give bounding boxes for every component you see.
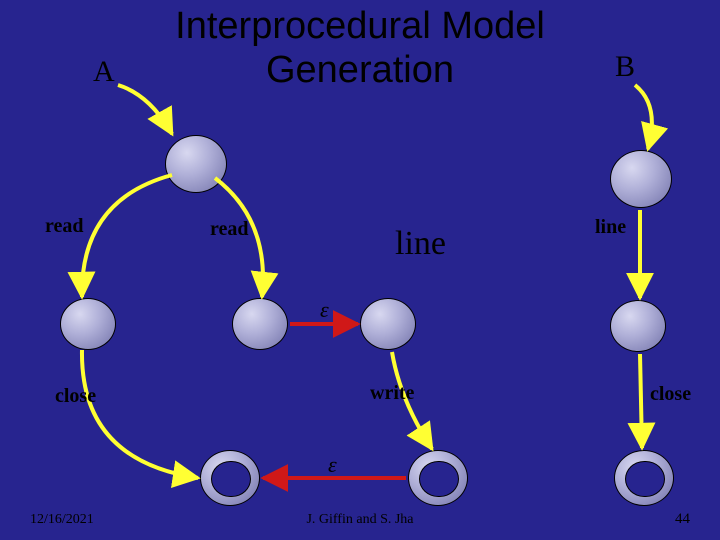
node-A-left-mid <box>60 298 116 350</box>
edge-close-1: close <box>55 385 96 408</box>
procedure-A-label: A <box>93 55 115 89</box>
edge-read-1: read <box>45 215 84 238</box>
node-B-mid <box>610 300 666 352</box>
edge-close-2: close <box>650 383 691 406</box>
edge-write: write <box>370 382 414 405</box>
node-A-top <box>165 135 227 193</box>
node-A-right-mid <box>360 298 416 350</box>
goal-B <box>614 450 674 506</box>
edge-line-small: line <box>595 216 626 239</box>
edge-epsilon-2: ε <box>328 452 337 478</box>
goal-A-right <box>408 450 468 506</box>
procedure-B-label: B <box>615 50 635 84</box>
node-A-mid <box>232 298 288 350</box>
footer-page: 44 <box>675 511 690 528</box>
edge-epsilon-1: ε <box>320 297 329 323</box>
goal-A-left <box>200 450 260 506</box>
edge-read-2: read <box>210 218 249 241</box>
node-B-top <box>610 150 672 208</box>
footer-author: J. Giffin and S. Jha <box>0 512 720 528</box>
edge-line-big: line <box>395 225 446 263</box>
